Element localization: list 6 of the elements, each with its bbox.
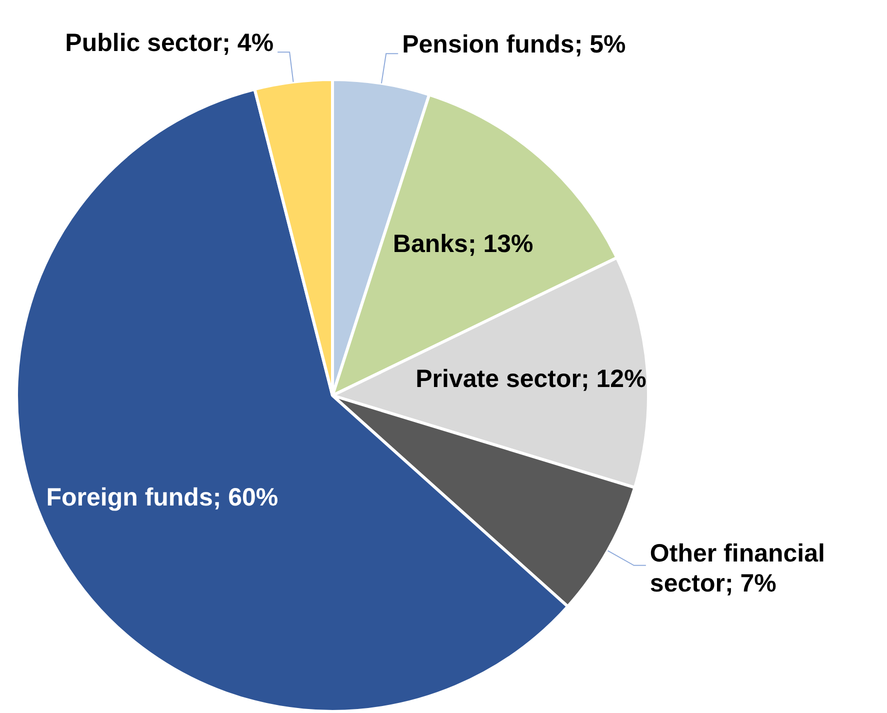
slice-label: Other financial sector; 7%: [650, 539, 825, 598]
slice-label: Banks; 13%: [392, 230, 534, 258]
slice-label: Public sector; 4%: [65, 29, 274, 58]
slice-label: Private sector; 12%: [416, 364, 646, 393]
slice-label: Foreign funds; 60%: [46, 483, 278, 512]
slice-label: Pension funds; 5%: [402, 30, 626, 59]
